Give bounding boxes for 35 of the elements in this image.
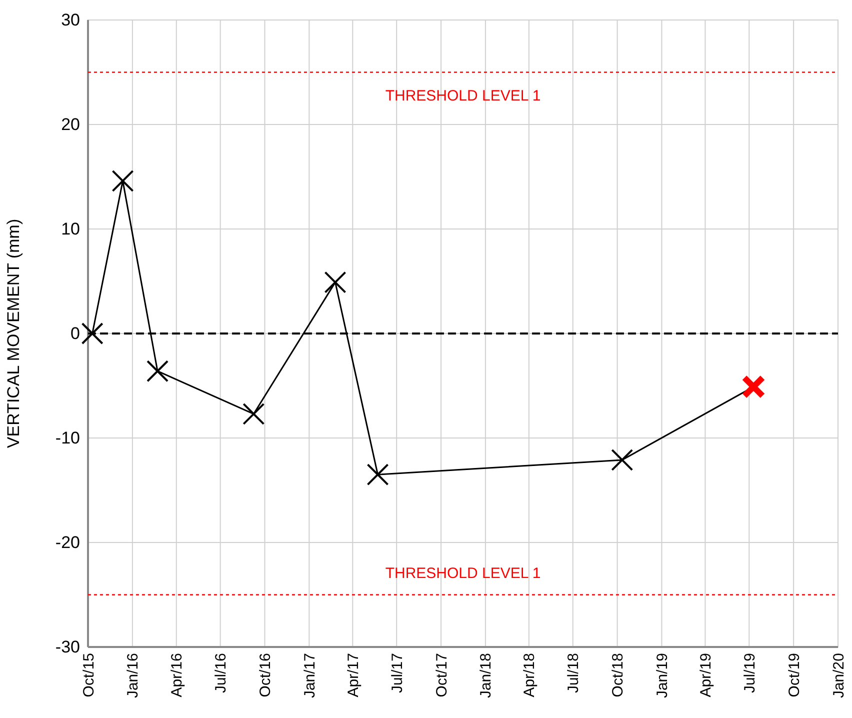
point	[366, 464, 389, 486]
x-tick-label: Oct/19	[786, 653, 803, 698]
x-tick-label: Jul/17	[388, 653, 406, 694]
x-tick-label: Jan/18	[478, 653, 495, 698]
y-tick-label: 0	[70, 324, 80, 343]
ref-line-label: THRESHOLD LEVEL 1	[385, 564, 541, 582]
x-tick-label: Oct/15	[80, 653, 98, 698]
x-tick-label: Jul/18	[565, 653, 582, 694]
y-tick-label: 20	[61, 114, 80, 134]
point	[242, 402, 265, 425]
x-tick-label: Apr/17	[344, 653, 362, 698]
x-tick-label: Jan/20	[830, 653, 848, 698]
x-tick-label: Oct/17	[433, 653, 450, 698]
y-tick-label: 30	[61, 10, 80, 30]
x-tick-label: Apr/16	[168, 653, 186, 698]
x-tick-label: Jul/19	[741, 653, 758, 694]
point	[324, 271, 346, 294]
point	[112, 170, 134, 192]
x-tick-label: Jul/16	[212, 653, 230, 694]
point	[81, 322, 104, 344]
y-axis-title: VERTICAL MOVEMENT (mm)	[4, 218, 23, 448]
x-tick-label: Apr/19	[697, 653, 714, 698]
x-tick-label: Oct/18	[610, 653, 627, 698]
y-tick-label: -20	[55, 532, 80, 552]
x-tick-label: Oct/16	[257, 653, 274, 698]
point	[146, 360, 169, 382]
x-tick-label: Jan/16	[124, 653, 142, 698]
y-tick-label: 10	[61, 219, 80, 238]
y-tick-label: -30	[55, 637, 80, 656]
point	[611, 448, 634, 471]
x-tick-label: Jan/17	[301, 653, 318, 698]
ref-line-label: THRESHOLD LEVEL 1	[385, 87, 541, 104]
y-tick-label: -10	[55, 428, 80, 448]
x-tick-label: Apr/18	[521, 653, 538, 698]
x-tick-label: Jan/19	[654, 653, 671, 698]
